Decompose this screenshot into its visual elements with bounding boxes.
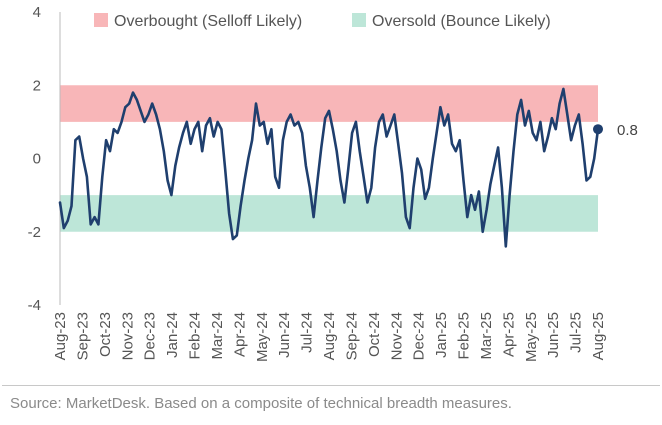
- x-tick-label: Aug-23: [52, 312, 69, 360]
- x-tick-label: Aug-25: [590, 312, 607, 360]
- x-tick-label: Dec-24: [411, 312, 428, 360]
- series-line: [58, 87, 600, 248]
- x-tick-label: Nov-23: [119, 312, 136, 360]
- x-tick-label: Feb-25: [456, 312, 473, 360]
- last-value-label: 0.8: [617, 122, 638, 139]
- x-tick-label: Feb-24: [187, 312, 204, 360]
- x-tick-label: Mar-25: [478, 312, 495, 360]
- x-tick-label: Aug-24: [321, 312, 338, 360]
- legend-label: Overbought (Selloff Likely): [114, 13, 302, 30]
- y-axis: 4 2 0 -2 -4: [28, 4, 41, 314]
- x-tick-label: Oct-24: [366, 312, 383, 357]
- x-tick-label: Jun-24: [276, 312, 293, 358]
- x-tick-label: Apr-24: [231, 312, 248, 357]
- y-tick-label: 0: [33, 151, 41, 168]
- x-tick-label: Jan-25: [433, 312, 450, 358]
- x-tick-label: Jul-24: [299, 312, 316, 353]
- y-tick-label: 4: [33, 4, 41, 21]
- x-tick-label: Mar-24: [209, 312, 226, 360]
- x-tick-label: Nov-24: [388, 312, 405, 360]
- x-tick-label: May-25: [523, 312, 540, 362]
- legend-label: Oversold (Bounce Likely): [372, 13, 551, 30]
- band-oversold: [60, 195, 598, 232]
- x-tick-label: Jan-24: [164, 312, 181, 358]
- legend-swatch: [94, 13, 108, 27]
- x-tick-label: Apr-25: [500, 312, 517, 357]
- x-tick-label: May-24: [254, 312, 271, 362]
- x-tick-label: Sep-24: [343, 312, 360, 360]
- y-tick-label: -4: [28, 297, 41, 314]
- series-layer: 0.8: [58, 87, 638, 248]
- x-axis: Aug-23 Sep-23 Oct-23 Nov-23 Dec-23 Jan-24 Feb-…: [52, 312, 607, 362]
- y-tick-label: -2: [28, 224, 41, 241]
- legend-swatch: [352, 13, 366, 27]
- source-divider: [2, 385, 660, 386]
- x-tick-label: Jul-25: [568, 312, 585, 353]
- x-tick-label: Sep-23: [74, 312, 91, 360]
- x-tick-label: Oct-23: [97, 312, 114, 357]
- last-value-marker: [593, 124, 603, 135]
- x-tick-label: Dec-23: [142, 312, 159, 360]
- x-tick-label: Jun-25: [545, 312, 562, 358]
- source-note: Source: MarketDesk. Based on a composite…: [10, 395, 512, 412]
- legend: Overbought (Selloff Likely) Oversold (Bou…: [94, 13, 551, 30]
- y-tick-label: 2: [33, 77, 41, 94]
